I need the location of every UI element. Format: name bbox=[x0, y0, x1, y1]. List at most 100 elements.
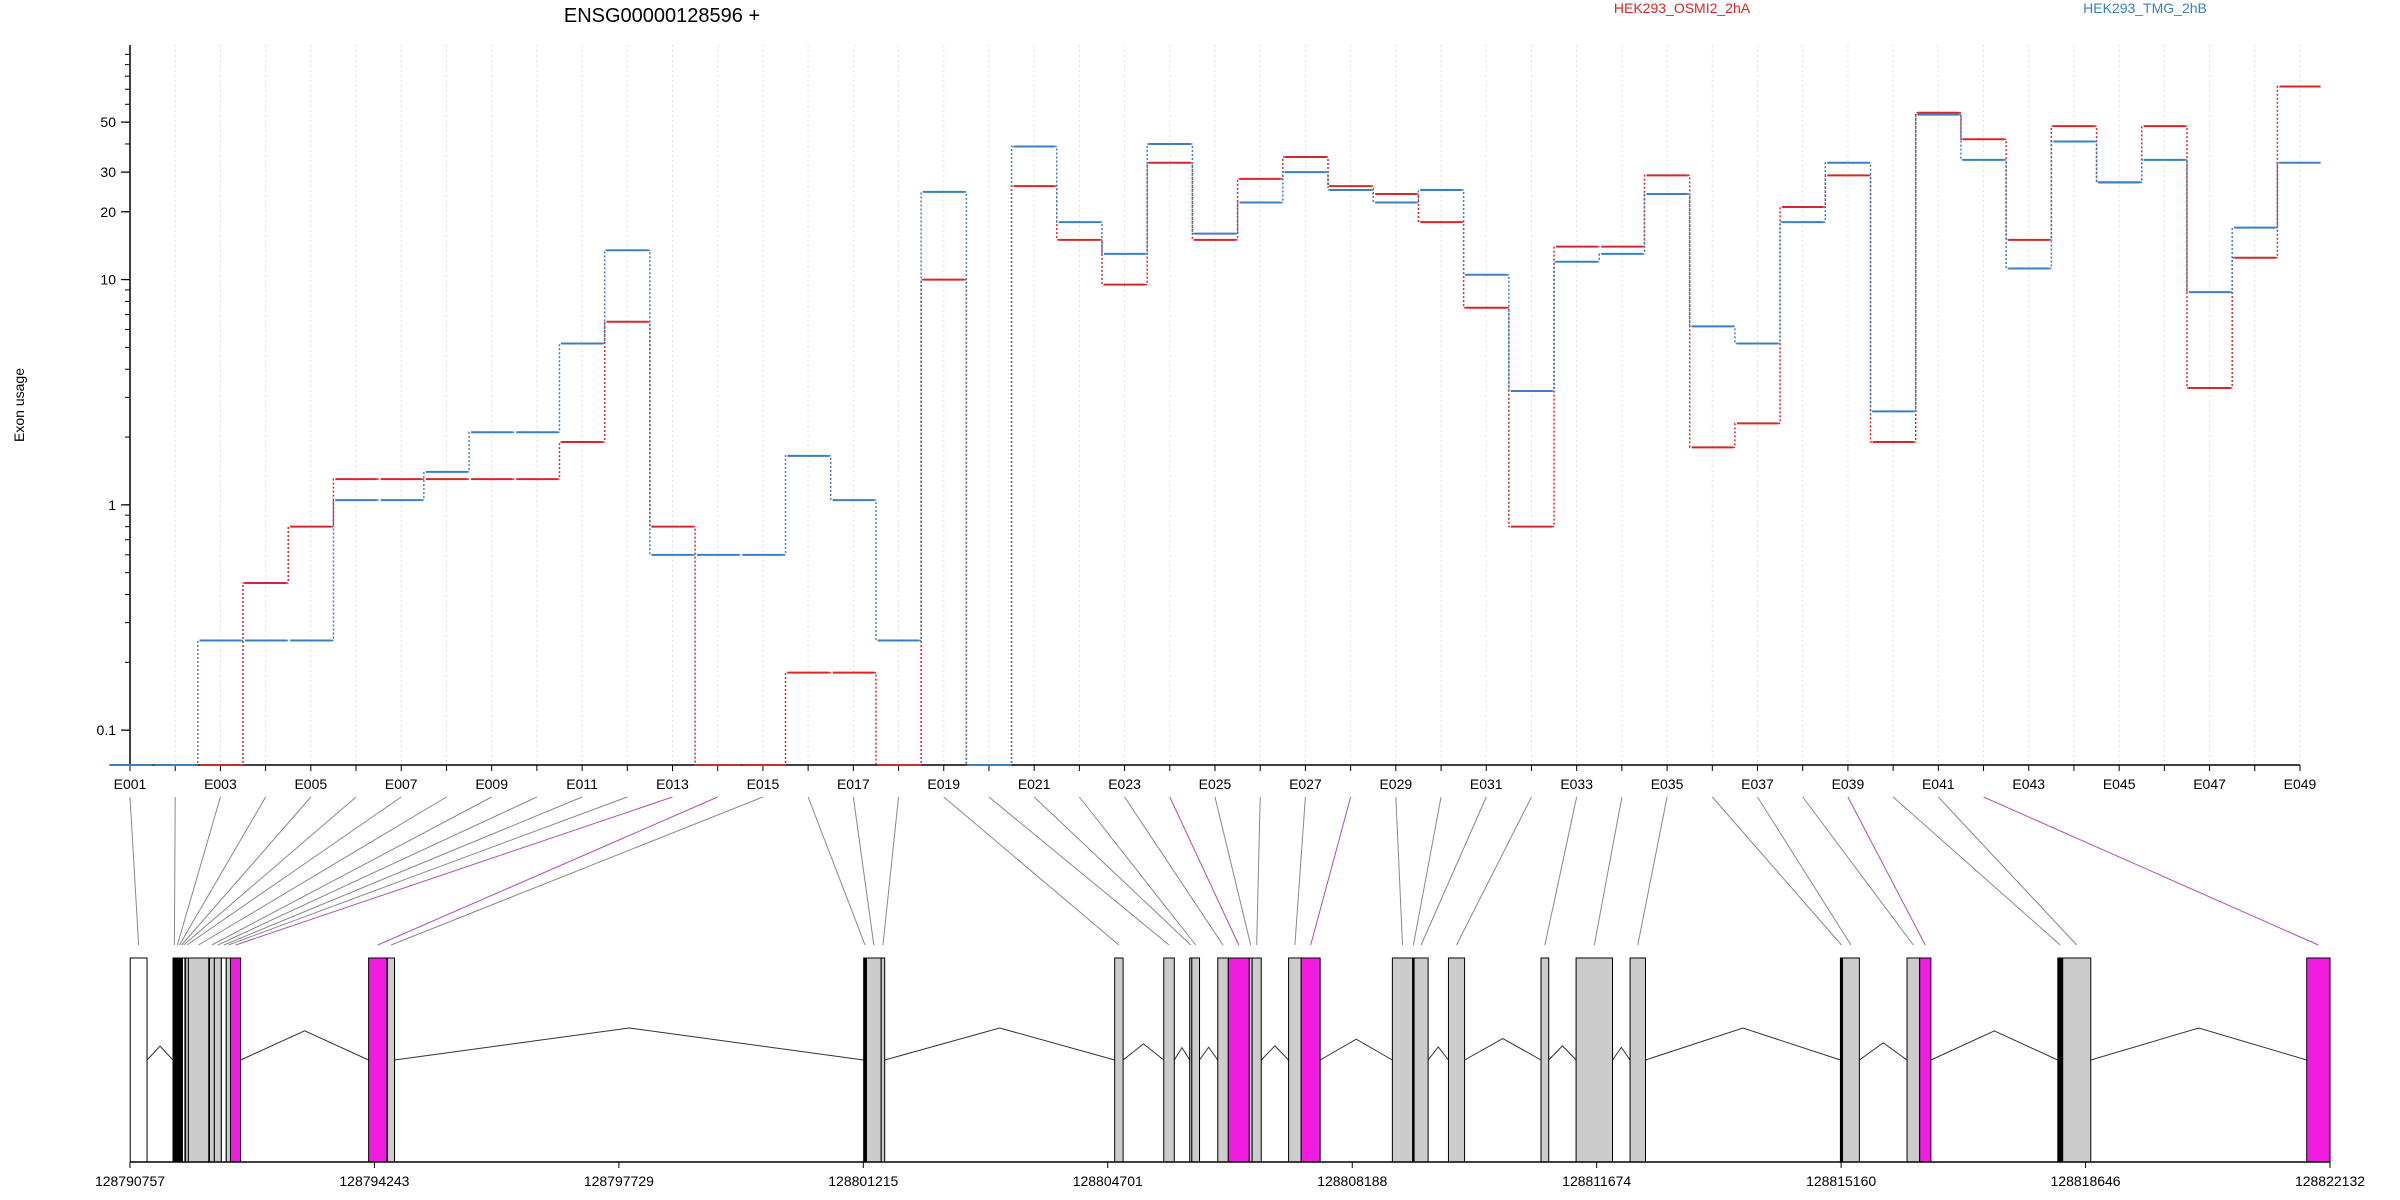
genome-tick-label: 128811674 bbox=[1562, 1173, 1631, 1189]
series-connector bbox=[1778, 206, 1783, 425]
series-connector bbox=[1190, 162, 1195, 241]
series-connector bbox=[1280, 171, 1285, 204]
exon-box bbox=[1191, 957, 1201, 1163]
x-tick-label: E043 bbox=[2012, 776, 2045, 792]
intron-line bbox=[1122, 1043, 1165, 1061]
exon-connector bbox=[198, 796, 447, 946]
x-tick-label: E031 bbox=[1470, 776, 1503, 792]
genome-tick-label: 128801215 bbox=[828, 1173, 898, 1189]
exon-box bbox=[1575, 957, 1614, 1163]
series-connector bbox=[1280, 156, 1285, 180]
exon-box bbox=[1288, 957, 1302, 1163]
series-connector bbox=[241, 582, 246, 766]
exon-connector bbox=[181, 796, 312, 946]
exon-connector bbox=[179, 796, 267, 946]
series-connector bbox=[331, 478, 336, 528]
series-connector bbox=[873, 671, 878, 766]
exon-connector bbox=[988, 796, 1170, 946]
series-connector bbox=[2184, 125, 2189, 389]
exon-connector bbox=[1711, 796, 1842, 946]
exon-box bbox=[1217, 957, 1229, 1163]
series-connector bbox=[1732, 325, 1737, 345]
exon-connector bbox=[1214, 796, 1252, 946]
exon-box bbox=[213, 957, 222, 1163]
series-connector bbox=[647, 249, 652, 556]
exon-connector bbox=[1802, 796, 1914, 946]
x-tick-label: E041 bbox=[1922, 776, 1955, 792]
exon-connector bbox=[176, 796, 221, 946]
exon-box bbox=[1300, 957, 1321, 1163]
intron-line bbox=[1464, 1037, 1542, 1061]
series-connector bbox=[1732, 422, 1737, 449]
exon-box bbox=[2306, 957, 2331, 1163]
x-tick-label: E011 bbox=[566, 776, 598, 792]
series-connector bbox=[1371, 189, 1376, 204]
y-tick-label: 20 bbox=[100, 204, 116, 220]
series-connector bbox=[1235, 178, 1240, 241]
genome-tick-label: 128808188 bbox=[1317, 1173, 1387, 1189]
x-tick-label: E047 bbox=[2193, 776, 2226, 792]
series-connector bbox=[1958, 113, 1963, 161]
series-connector bbox=[602, 320, 607, 443]
x-tick-label: E037 bbox=[1741, 776, 1774, 792]
exon-box bbox=[1227, 957, 1250, 1163]
intron-line bbox=[1427, 1046, 1449, 1061]
exon-connector bbox=[1256, 796, 1261, 946]
chart-title: ENSG00000128596 + bbox=[564, 5, 760, 27]
exon-box bbox=[1391, 957, 1414, 1163]
grid-lines bbox=[129, 45, 2301, 765]
exon-connector bbox=[1124, 796, 1224, 946]
series-connector bbox=[1823, 162, 1828, 223]
genome-tick-label: 128822132 bbox=[2295, 1173, 2365, 1189]
exon-connector bbox=[217, 796, 538, 946]
exon-connector bbox=[1412, 796, 1442, 946]
series-connector bbox=[783, 455, 788, 556]
series-1 bbox=[109, 85, 2321, 766]
exon-connector bbox=[1847, 796, 1926, 946]
exon-connector bbox=[943, 796, 1120, 946]
x-tick-label: E019 bbox=[927, 776, 960, 792]
y-tick-label: 30 bbox=[100, 164, 116, 180]
exon-box bbox=[865, 957, 882, 1163]
series-connector bbox=[1145, 162, 1150, 286]
series-connector bbox=[693, 525, 698, 766]
intron-line bbox=[1199, 1046, 1219, 1061]
series-connector bbox=[919, 191, 924, 642]
genome-tick-label: 128797729 bbox=[584, 1173, 654, 1189]
exon-box bbox=[1906, 957, 1921, 1163]
x-tick-label: E017 bbox=[837, 776, 870, 792]
series-connector bbox=[1552, 260, 1557, 392]
exon-box bbox=[1163, 957, 1175, 1163]
exon-connector bbox=[1937, 796, 2078, 946]
gene-model bbox=[129, 957, 2331, 1163]
exon-connector bbox=[1294, 796, 1306, 946]
exon-box bbox=[229, 957, 242, 1163]
series-connector bbox=[2094, 125, 2099, 184]
x-tick-label: E001 bbox=[114, 776, 147, 792]
series-connector bbox=[1913, 113, 1918, 413]
series-connector bbox=[1099, 221, 1104, 255]
x-tick-label: E033 bbox=[1560, 776, 1593, 792]
series-connector bbox=[1958, 112, 1963, 140]
series-connector bbox=[286, 525, 291, 584]
exon-box bbox=[1629, 957, 1646, 1163]
exon-connector bbox=[223, 796, 583, 946]
exon-connector bbox=[377, 796, 718, 946]
exon-connector bbox=[183, 796, 357, 946]
series-connector bbox=[2139, 125, 2144, 184]
series-connector bbox=[1054, 145, 1059, 223]
exon-connector bbox=[1033, 796, 1192, 946]
series-lines bbox=[109, 85, 2321, 766]
x-tick-label: E009 bbox=[475, 776, 508, 792]
series-connector bbox=[1009, 145, 1014, 766]
x-tick-label: E035 bbox=[1651, 776, 1684, 792]
series-connector bbox=[2049, 140, 2054, 270]
x-tick-label: E023 bbox=[1108, 776, 1141, 792]
series-connector bbox=[1190, 143, 1195, 235]
series-connector bbox=[2094, 140, 2099, 184]
y-axis-label: Exon usage bbox=[11, 368, 27, 442]
x-tick-label: E025 bbox=[1199, 776, 1232, 792]
series-connector bbox=[557, 342, 562, 434]
series-connector bbox=[1687, 174, 1692, 449]
legend-item-osmi2: HEK293_OSMI2_2hA bbox=[1614, 0, 1751, 16]
